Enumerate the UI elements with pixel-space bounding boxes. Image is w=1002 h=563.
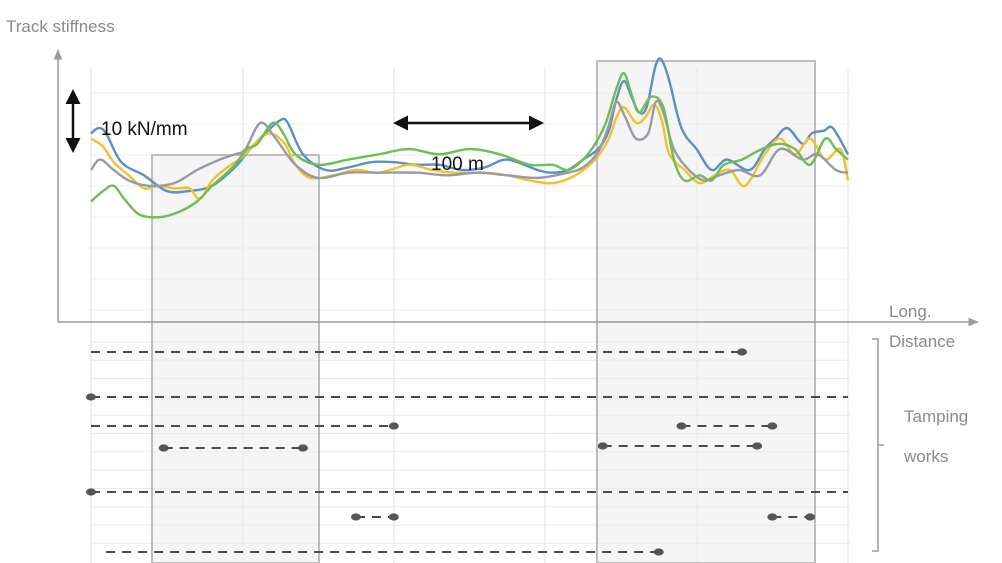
tamping-dot-8-1 — [350, 513, 361, 521]
tamping-dot-9-1 — [767, 513, 778, 521]
tamping-dot-5-1 — [158, 444, 169, 452]
distance-scale-label: 100 m — [431, 154, 484, 175]
tamping-works-timeline — [86, 348, 848, 556]
tamping-dot-8-2 — [388, 513, 399, 521]
tamping-dot-6-2 — [752, 442, 763, 450]
series-line-1 — [90, 57, 850, 194]
tamping-dot-2-1 — [86, 393, 96, 401]
series-line-3 — [90, 99, 849, 188]
tamping-dot-6-1 — [597, 442, 608, 450]
tamping-bracket — [872, 338, 884, 552]
y-axis-label: Track stiffness — [6, 17, 115, 36]
tamping-dot-7-1 — [86, 488, 96, 496]
tamping-dot-4-2 — [767, 422, 778, 430]
tamping-dot-4-1 — [676, 422, 687, 430]
x-axis-label-line2: Distance — [889, 332, 955, 351]
tamping-label-line1: Tamping — [904, 407, 968, 426]
tamping-dot-1-1 — [737, 348, 748, 356]
highlight-zone-1 — [151, 154, 320, 563]
series-line-4 — [90, 71, 849, 219]
x-axis-label-line1: Long. — [889, 302, 932, 321]
tamping-dot-9-2 — [805, 513, 816, 521]
tamping-dot-5-2 — [297, 444, 308, 452]
highlight-zone-2 — [596, 60, 816, 563]
stiffness-scale-label: 10 kN/mm — [101, 119, 188, 140]
stiffness-series — [90, 57, 850, 219]
tamping-dot-10-1 — [653, 548, 664, 556]
tamping-dot-3-1 — [388, 422, 399, 430]
tamping-label-line2: works — [903, 447, 948, 466]
